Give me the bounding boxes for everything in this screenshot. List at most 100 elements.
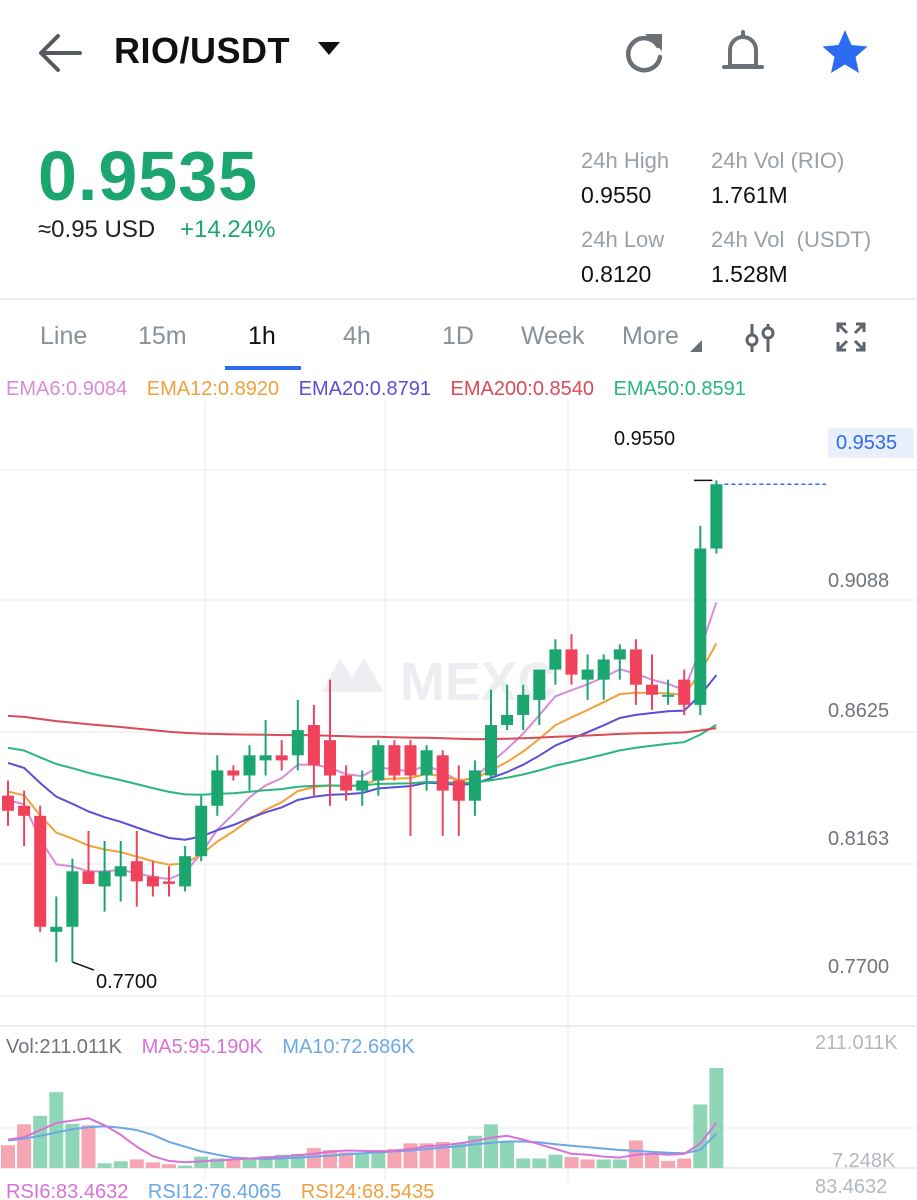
price-axis-label: 0.9088	[828, 570, 890, 592]
volume-bar	[1, 1145, 15, 1168]
candle	[597, 659, 610, 680]
candle	[372, 745, 385, 781]
stat-vol-base-label: 24h Vol (RIO)	[711, 148, 845, 173]
volume-axis-bottom: 7.248K	[832, 1150, 896, 1172]
interval-tabs: Line 15m 1h 4h 1D Week More	[0, 298, 917, 372]
price-axis-label: 0.8625	[828, 700, 890, 722]
rsi6-value: RSI6:83.4632	[6, 1181, 129, 1200]
stat-high-value: 0.9550	[581, 182, 652, 208]
volume-bar	[17, 1124, 32, 1168]
ema200-line	[7, 714, 717, 741]
volume-ma10: MA10:72.686K	[282, 1036, 415, 1058]
last-price: 0.9535	[38, 137, 259, 215]
volume-ma10-line	[7, 1125, 718, 1161]
fullscreen-icon[interactable]	[834, 320, 868, 359]
candlestick-chart[interactable]: MEXC	[0, 400, 917, 1180]
candle	[50, 926, 63, 932]
volume-bar	[226, 1159, 241, 1168]
tab-15m[interactable]: 15m	[138, 322, 187, 350]
volume-bar	[500, 1141, 515, 1168]
candle	[259, 755, 272, 761]
star-icon[interactable]	[818, 26, 868, 80]
rsi12-value: RSI12:76.4065	[147, 1181, 282, 1200]
trading-pair-title[interactable]: RIO/USDT	[114, 30, 291, 71]
more-dropdown-icon[interactable]	[690, 340, 702, 352]
tab-line[interactable]: Line	[40, 322, 88, 350]
indicator-settings-icon[interactable]	[742, 320, 778, 361]
stat-vol-quote-label: 24h Vol (USDT)	[711, 227, 872, 252]
ema6-line	[7, 601, 718, 881]
volume-axis-top: 211.011K	[815, 1032, 898, 1054]
candle	[163, 881, 175, 884]
volume-bar	[355, 1153, 370, 1168]
candle	[195, 805, 208, 857]
candle	[581, 669, 594, 680]
volume-bar	[162, 1164, 176, 1168]
ema6-value: EMA6:0.9084	[6, 378, 128, 400]
stat-high-label: 24h High	[581, 148, 670, 173]
candle	[436, 755, 449, 791]
volume-bar	[532, 1158, 547, 1168]
watermark-logo: MEXC	[400, 652, 556, 712]
candle	[420, 750, 433, 776]
candle	[179, 856, 192, 887]
ema12-value: EMA12:0.8920	[146, 378, 280, 400]
candle	[114, 866, 127, 877]
volume-bar	[339, 1152, 354, 1168]
volume-bar	[580, 1159, 595, 1168]
rsi-axis-top: 83.4632	[815, 1176, 888, 1198]
volume-bar	[677, 1158, 692, 1168]
candle	[452, 780, 465, 801]
volume-bar	[242, 1157, 257, 1168]
candle	[307, 725, 320, 766]
volume-bar	[612, 1159, 627, 1168]
usd-approx: ≈0.95 USD	[38, 216, 156, 243]
candle	[146, 876, 159, 887]
tab-1d[interactable]: 1D	[442, 322, 474, 350]
candle	[211, 770, 224, 806]
volume-bar	[65, 1123, 80, 1168]
tab-more[interactable]: More	[622, 322, 679, 350]
bell-icon[interactable]	[718, 26, 768, 80]
volume-bar	[693, 1104, 708, 1168]
rsi24-value: RSI24:68.5435	[300, 1181, 435, 1200]
candle	[18, 805, 31, 816]
volume-bar	[49, 1092, 64, 1168]
volume-bar	[516, 1158, 531, 1168]
change-percent: +14.24%	[180, 216, 276, 243]
candle	[694, 548, 707, 705]
candle	[82, 871, 95, 884]
rsi-legend: RSI6:83.4632 RSI12:76.4065 RSI24:68.5435	[6, 1181, 448, 1200]
candle	[227, 770, 240, 776]
pair-dropdown-icon[interactable]	[318, 42, 340, 55]
volume-bar	[81, 1125, 96, 1168]
volume-bar	[596, 1159, 611, 1168]
volume-legend: Vol:211.011K MA5:95.190K MA10:72.686K	[6, 1036, 429, 1059]
tab-4h[interactable]: 4h	[343, 322, 371, 350]
candle	[130, 861, 143, 882]
price-axis-label: 0.7700	[828, 956, 890, 978]
stat-low-value: 0.8120	[581, 261, 652, 287]
candle	[275, 755, 288, 761]
ema50-value: EMA50:0.8591	[613, 378, 746, 400]
candle	[710, 484, 723, 549]
candle	[388, 745, 401, 776]
low-marker-line	[72, 961, 95, 971]
volume-bar	[709, 1068, 724, 1168]
tab-week[interactable]: Week	[521, 322, 585, 350]
candle	[517, 694, 530, 715]
candle	[565, 649, 578, 675]
volume-bar	[306, 1148, 321, 1168]
volume-bar	[178, 1165, 193, 1168]
refresh-icon[interactable]	[620, 26, 670, 80]
volume-ma5: MA5:95.190K	[141, 1036, 263, 1058]
candle	[646, 684, 658, 695]
candle	[613, 649, 626, 660]
active-tab-indicator	[225, 366, 301, 370]
candle	[629, 649, 642, 685]
back-arrow-icon[interactable]	[34, 30, 88, 76]
candle	[98, 871, 111, 887]
tab-1h[interactable]: 1h	[248, 322, 276, 350]
stat-vol-base-value: 1.761M	[711, 182, 788, 208]
candle	[324, 740, 336, 776]
